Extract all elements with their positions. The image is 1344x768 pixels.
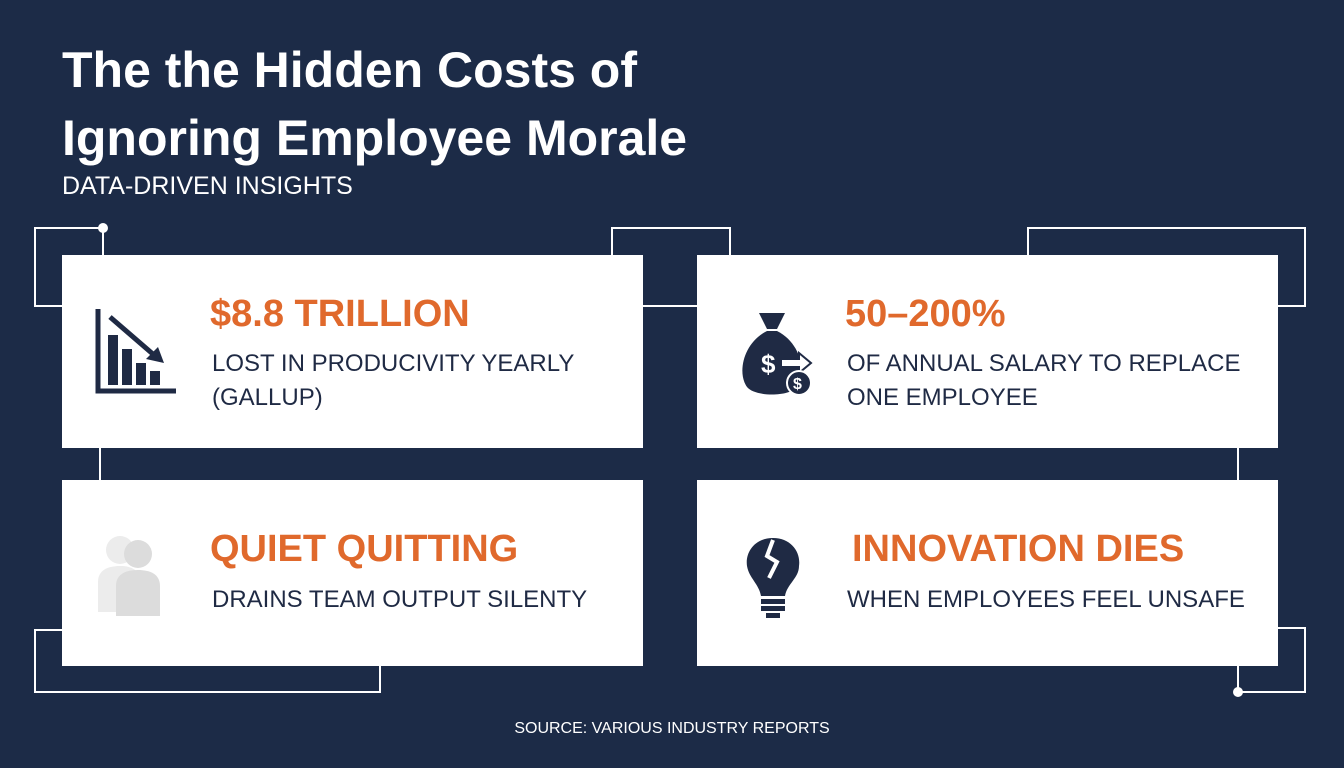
body-text: OF ANNUAL SALARY TO REPLACE ONE EMPLOYEE (847, 347, 1241, 415)
body-text: LOST IN PRODUCIVITY YEARLY (GALLUP) (212, 347, 574, 415)
headline: INNOVATION DIES (852, 528, 1185, 570)
title: The the Hidden Costs of Ignoring Employe… (62, 36, 687, 172)
body-line: LOST IN PRODUCIVITY YEARLY (212, 350, 575, 377)
body-line: (GALLUP) (212, 384, 323, 411)
headline: 50–200% (845, 293, 1006, 335)
body-line: ONE EMPLOYEE (847, 384, 1038, 411)
body-line: WHEN EMPLOYEES FEEL UNSAFE (847, 586, 1245, 613)
svg-text:$: $ (793, 376, 802, 393)
chart-down-icon (95, 309, 176, 394)
body-line: DRAINS TEAM OUTPUT SILENTY (212, 586, 588, 613)
stat-card: INNOVATION DIES WHEN EMPLOYEES FEEL UNSA… (697, 480, 1278, 666)
subtitle: DATA-DRIVEN INSIGHTS (62, 172, 353, 200)
title-line: Ignoring Employee Morale (62, 110, 688, 166)
stat-card: $ $ 50–200% OF ANNUAL SALARY TO REPLACE … (697, 255, 1278, 448)
headline: QUIET QUITTING (210, 528, 519, 570)
stat-card: QUIET QUITTING DRAINS TEAM OUTPUT SILENT… (62, 480, 643, 666)
svg-text:$: $ (761, 349, 776, 379)
title-line: The the Hidden Costs of (62, 42, 637, 98)
people-icon (98, 536, 160, 616)
body-text: WHEN EMPLOYEES FEEL UNSAFE (847, 583, 1245, 617)
source-note: SOURCE: VARIOUS INDUSTRY REPORTS (514, 720, 830, 737)
body-line: OF ANNUAL SALARY TO REPLACE (847, 350, 1241, 377)
money-bag-icon: $ $ (742, 313, 813, 396)
stat-card: $8.8 TRILLION LOST IN PRODUCIVITY YEARLY… (62, 255, 643, 448)
broken-bulb-icon (746, 538, 800, 618)
body-text: DRAINS TEAM OUTPUT SILENTY (212, 583, 587, 617)
headline: $8.8 TRILLION (210, 293, 470, 335)
